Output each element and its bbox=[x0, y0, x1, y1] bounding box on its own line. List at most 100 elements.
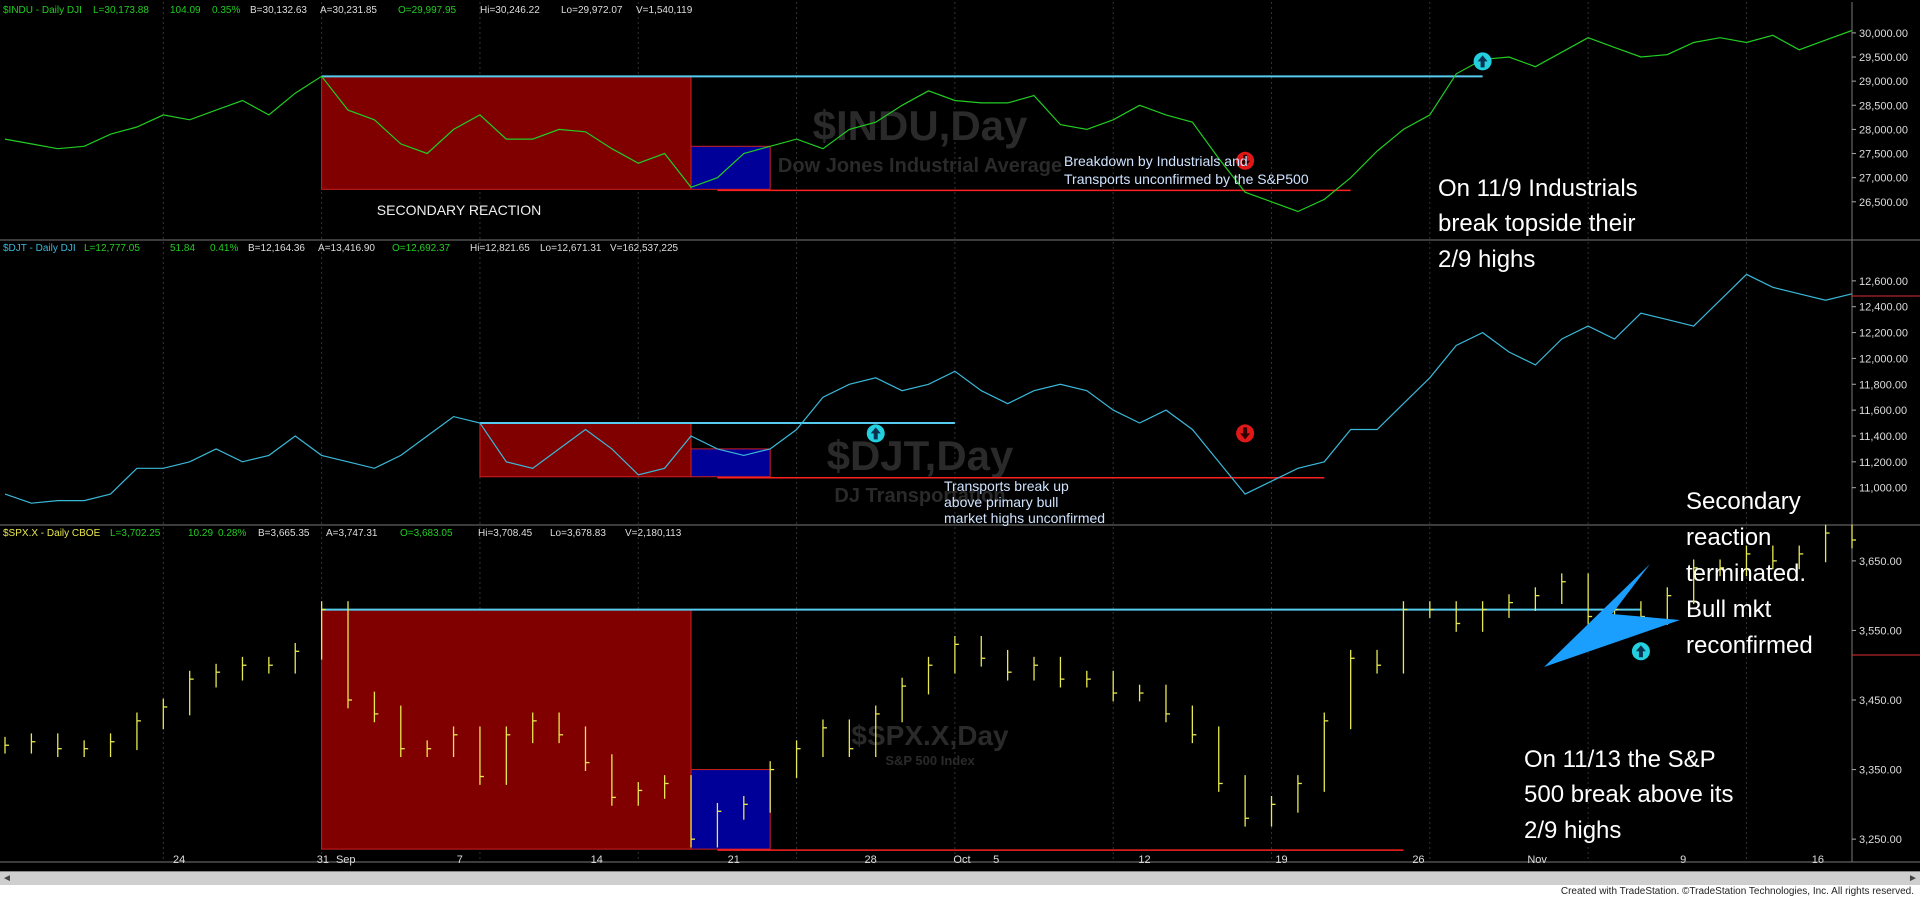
x-tick-label: 5 bbox=[993, 854, 999, 866]
header-field: L=12,777.05 bbox=[84, 243, 140, 254]
header-field: Lo=29,972.07 bbox=[561, 5, 623, 16]
header-field: Lo=3,678.83 bbox=[550, 528, 606, 539]
y-tick-label: 3,350.00 bbox=[1859, 765, 1902, 777]
x-tick-label: 31 bbox=[317, 854, 329, 866]
header-field: B=12,164.36 bbox=[248, 243, 305, 254]
side-note: On 11/13 the S&P bbox=[1524, 746, 1716, 773]
header-field: V=2,180,113 bbox=[625, 528, 682, 539]
header-field: O=29,997.95 bbox=[398, 5, 457, 16]
side-note: On 11/9 Industrials bbox=[1438, 175, 1638, 202]
header-field: Hi=3,708.45 bbox=[478, 528, 533, 539]
side-note: reconfirmed bbox=[1686, 632, 1813, 659]
x-tick-label: 19 bbox=[1275, 854, 1287, 866]
y-tick-label: 3,450.00 bbox=[1859, 695, 1902, 707]
horizontal-scrollbar[interactable]: ◄ ► bbox=[0, 871, 1920, 886]
watermark-title: $INDU,Day bbox=[813, 102, 1028, 149]
secondary-reaction-box bbox=[321, 75, 692, 190]
x-tick-label: 9 bbox=[1680, 854, 1686, 866]
header-field: 10.29 bbox=[188, 528, 213, 539]
up-arrow-glyph bbox=[1477, 55, 1488, 68]
annotation-text: above primary bull bbox=[944, 494, 1058, 510]
annotation-text: Breakdown by Industrials and bbox=[1064, 153, 1248, 169]
header-field: 0.41% bbox=[210, 243, 238, 254]
y-tick-label: 3,250.00 bbox=[1859, 834, 1902, 846]
header-field: 51.84 bbox=[170, 243, 195, 254]
y-tick-label: 12,200.00 bbox=[1859, 328, 1908, 340]
header-field: V=1,540,119 bbox=[636, 5, 693, 16]
y-tick-label: 12,600.00 bbox=[1859, 276, 1908, 288]
header-field: $SPX.X - Daily CBOE bbox=[3, 528, 101, 539]
x-tick-label: 14 bbox=[591, 854, 603, 866]
header-field: L=30,173.88 bbox=[93, 5, 149, 16]
y-tick-label: 27,500.00 bbox=[1859, 149, 1908, 161]
annotation-text: Transports unconfirmed by the S&P500 bbox=[1064, 171, 1309, 187]
header-field: 0.35% bbox=[212, 5, 240, 16]
y-tick-label: 30,000.00 bbox=[1859, 28, 1908, 40]
up-arrow-glyph bbox=[870, 427, 881, 440]
secondary-reaction-box bbox=[479, 422, 692, 478]
header-field: A=30,231.85 bbox=[320, 5, 377, 16]
side-note: reaction bbox=[1686, 524, 1771, 551]
down-arrow-glyph bbox=[1240, 154, 1251, 167]
copyright-text: Created with TradeStation. ©TradeStation… bbox=[1560, 886, 1914, 897]
annotation-text: market highs unconfirmed bbox=[944, 510, 1105, 526]
x-tick-label: 7 bbox=[457, 854, 463, 866]
annotation-text: Transports break up bbox=[944, 478, 1069, 494]
watermark-title: $DJT,Day bbox=[827, 432, 1014, 479]
y-tick-label: 28,000.00 bbox=[1859, 124, 1908, 136]
y-tick-label: 28,500.00 bbox=[1859, 100, 1908, 112]
y-tick-label: 11,200.00 bbox=[1859, 457, 1907, 469]
y-tick-label: 12,000.00 bbox=[1859, 353, 1908, 365]
up-arrow-glyph bbox=[1635, 645, 1646, 658]
x-tick-label: 28 bbox=[865, 854, 877, 866]
side-note: 2/9 highs bbox=[1524, 817, 1621, 844]
indu-price-line bbox=[4, 29, 1853, 213]
side-note: 2/9 highs bbox=[1438, 246, 1535, 273]
header-field: Hi=30,246.22 bbox=[480, 5, 540, 16]
watermark-subtitle: Dow Jones Industrial Average bbox=[778, 155, 1062, 177]
y-tick-label: 26,500.00 bbox=[1859, 197, 1908, 209]
header-field: 104.09 bbox=[170, 5, 201, 16]
scroll-right-icon[interactable]: ► bbox=[1908, 873, 1918, 884]
y-tick-label: 27,000.00 bbox=[1859, 173, 1908, 185]
footer-bar: Created with TradeStation. ©TradeStation… bbox=[0, 885, 1920, 901]
x-tick-label: 16 bbox=[1812, 854, 1824, 866]
header-field: O=12,692.37 bbox=[392, 243, 451, 254]
header-field: B=30,132.63 bbox=[250, 5, 307, 16]
header-field: A=13,416.90 bbox=[318, 243, 375, 254]
x-tick-label: 21 bbox=[728, 854, 740, 866]
watermark-title: $SPX.X,Day bbox=[851, 720, 1009, 751]
djt-price-line bbox=[4, 273, 1853, 504]
y-tick-label: 29,500.00 bbox=[1859, 52, 1908, 64]
scroll-left-icon[interactable]: ◄ bbox=[2, 873, 12, 884]
side-note: 500 break above its bbox=[1524, 781, 1733, 808]
header-field: L=3,702.25 bbox=[110, 528, 161, 539]
x-tick-label: Oct bbox=[953, 854, 970, 866]
header-field: 0.28% bbox=[218, 528, 246, 539]
x-tick-label: Nov bbox=[1527, 854, 1547, 866]
retracement-box bbox=[690, 769, 771, 850]
y-tick-label: 11,600.00 bbox=[1859, 405, 1907, 417]
header-field: Hi=12,821.65 bbox=[470, 243, 530, 254]
side-note: Bull mkt bbox=[1686, 596, 1772, 623]
down-arrow-glyph bbox=[1240, 427, 1251, 440]
header-field: $INDU - Daily DJI bbox=[3, 5, 82, 16]
watermark-subtitle: S&P 500 Index bbox=[885, 753, 975, 768]
y-tick-label: 3,650.00 bbox=[1859, 556, 1902, 568]
retracement-box bbox=[690, 448, 771, 478]
x-tick-label: 24 bbox=[173, 854, 185, 866]
header-field: $DJT - Daily DJI bbox=[3, 243, 76, 254]
reaction-label: SECONDARY REACTION bbox=[377, 202, 541, 218]
x-tick-label: 12 bbox=[1138, 854, 1150, 866]
header-field: V=162,537,225 bbox=[610, 243, 679, 254]
header-field: O=3,683.05 bbox=[400, 528, 453, 539]
y-tick-label: 11,800.00 bbox=[1859, 379, 1907, 391]
x-tick-label: 26 bbox=[1412, 854, 1424, 866]
watermark-subtitle: DJ Transportation bbox=[834, 485, 1005, 507]
y-tick-label: 11,000.00 bbox=[1859, 483, 1907, 495]
y-tick-label: 3,550.00 bbox=[1859, 625, 1902, 637]
header-field: A=3,747.31 bbox=[326, 528, 378, 539]
retracement-box bbox=[690, 145, 771, 190]
header-field: B=3,665.35 bbox=[258, 528, 310, 539]
y-tick-label: 11,400.00 bbox=[1859, 431, 1907, 443]
